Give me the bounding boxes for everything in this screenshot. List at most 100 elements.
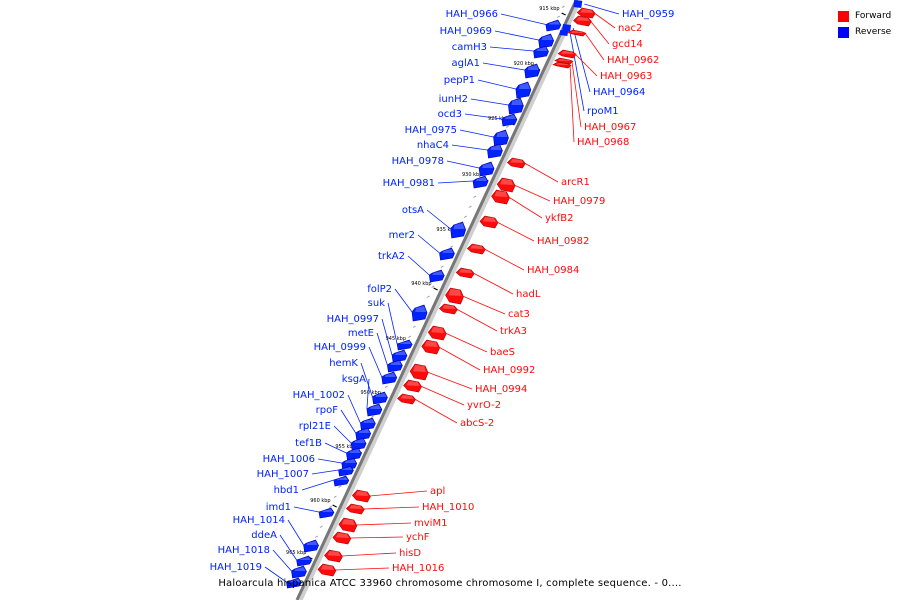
gene-shade [349, 505, 363, 509]
gene-feature[interactable] [338, 517, 358, 533]
gene-feature[interactable] [438, 303, 458, 315]
gene-feature[interactable] [506, 157, 526, 169]
gene-shade [510, 159, 524, 163]
backbone-dot [463, 215, 467, 218]
gene-shade [344, 459, 356, 463]
gene-feature[interactable] [303, 539, 319, 553]
gene-feature[interactable] [333, 475, 350, 487]
label-leader [584, 3, 620, 15]
backbone-dot [333, 495, 337, 498]
gene-feature[interactable] [387, 359, 403, 373]
gene-feature[interactable] [291, 565, 307, 579]
gene-label: aglA1 [452, 58, 480, 69]
backbone-shadow [297, 0, 583, 600]
gene-feature[interactable] [487, 143, 503, 159]
gene-feature[interactable] [533, 45, 549, 59]
gene-shade [390, 361, 402, 365]
gene-feature[interactable] [479, 215, 499, 229]
label-leader [381, 318, 393, 356]
gene-feature[interactable] [338, 465, 354, 477]
label-leader [464, 113, 502, 120]
gene-label: hadL [516, 289, 541, 300]
gene-feature[interactable] [559, 30, 569, 36]
gene-label: ksgA [342, 374, 366, 385]
label-leader [387, 302, 398, 345]
gene-shade [548, 21, 560, 25]
gene-feature[interactable] [352, 489, 371, 503]
gene-feature[interactable] [557, 49, 577, 59]
gene-feature[interactable] [554, 57, 574, 65]
gene-label: HAH_0981 [383, 178, 435, 189]
gene-feature[interactable] [545, 19, 562, 32]
gene-feature[interactable] [445, 287, 464, 305]
label-leader [524, 162, 559, 183]
gene-shade [580, 9, 594, 13]
gene-feature[interactable] [491, 189, 510, 205]
gene-shade [413, 365, 427, 372]
axis-label: 955 kbp [335, 444, 355, 450]
gene-shade [299, 557, 311, 560]
gene-feature[interactable] [496, 177, 516, 193]
gene-feature[interactable] [332, 531, 352, 545]
gene-feature[interactable] [576, 7, 596, 19]
gene-label: rpoM1 [587, 106, 619, 117]
gene-feature[interactable] [567, 29, 587, 37]
label-leader [264, 566, 287, 583]
label-leader [426, 209, 451, 230]
label-leader [317, 458, 342, 464]
backbone-dot [450, 245, 454, 248]
gene-feature[interactable] [317, 563, 337, 577]
gene-feature[interactable] [403, 379, 422, 393]
gene-label: tef1B [295, 438, 322, 449]
gene-feature[interactable] [427, 325, 447, 341]
gene-shade [358, 429, 370, 433]
gene-shade [556, 63, 570, 65]
gene-shade [415, 306, 427, 312]
gene-feature[interactable] [345, 503, 365, 515]
gene-feature[interactable] [573, 15, 592, 27]
gene-shade [490, 145, 502, 150]
backbone-dot [431, 285, 435, 288]
label-leader [272, 549, 292, 572]
gene-feature[interactable] [538, 33, 554, 49]
label-leader [420, 385, 465, 406]
label-leader [333, 425, 352, 444]
gene-shade [363, 419, 375, 423]
axis-tick [332, 504, 337, 508]
legend: Forward Reverse [838, 8, 891, 40]
gene-feature[interactable] [409, 363, 429, 381]
gene-label: ykfB2 [545, 213, 573, 224]
gene-feature[interactable] [573, 0, 583, 8]
gene-shade [536, 47, 548, 51]
gene-feature[interactable] [428, 269, 445, 283]
gene-shade [289, 579, 301, 582]
gene-shade [561, 51, 575, 54]
gene-shade [384, 373, 396, 377]
axis-label: 950 kbp [360, 390, 380, 396]
gene-feature[interactable] [466, 243, 486, 255]
gene-feature[interactable] [296, 555, 312, 567]
gene-feature[interactable] [562, 24, 572, 32]
label-leader [456, 308, 498, 332]
gene-shade [504, 115, 516, 119]
backbone-dot [557, 15, 561, 18]
label-leader [360, 362, 373, 398]
gene-feature[interactable] [478, 161, 495, 177]
gene-label: baeS [490, 347, 515, 358]
gene-label: rpl21E [299, 421, 331, 432]
gene-feature[interactable] [421, 339, 441, 355]
backbone-dot [561, 5, 565, 8]
gene-feature[interactable] [366, 403, 383, 417]
gene-feature[interactable] [397, 393, 416, 405]
reverse-swatch [838, 26, 849, 38]
legend-reverse: Reverse [838, 24, 891, 40]
label-leader [366, 378, 370, 410]
gene-feature[interactable] [324, 549, 343, 563]
gene-shade [306, 541, 318, 545]
gene-feature[interactable] [318, 507, 335, 519]
gene-feature[interactable] [381, 371, 398, 385]
gene-feature[interactable] [552, 61, 572, 69]
gene-shade [496, 131, 508, 137]
gene-feature[interactable] [439, 247, 455, 261]
gene-feature[interactable] [455, 267, 475, 279]
